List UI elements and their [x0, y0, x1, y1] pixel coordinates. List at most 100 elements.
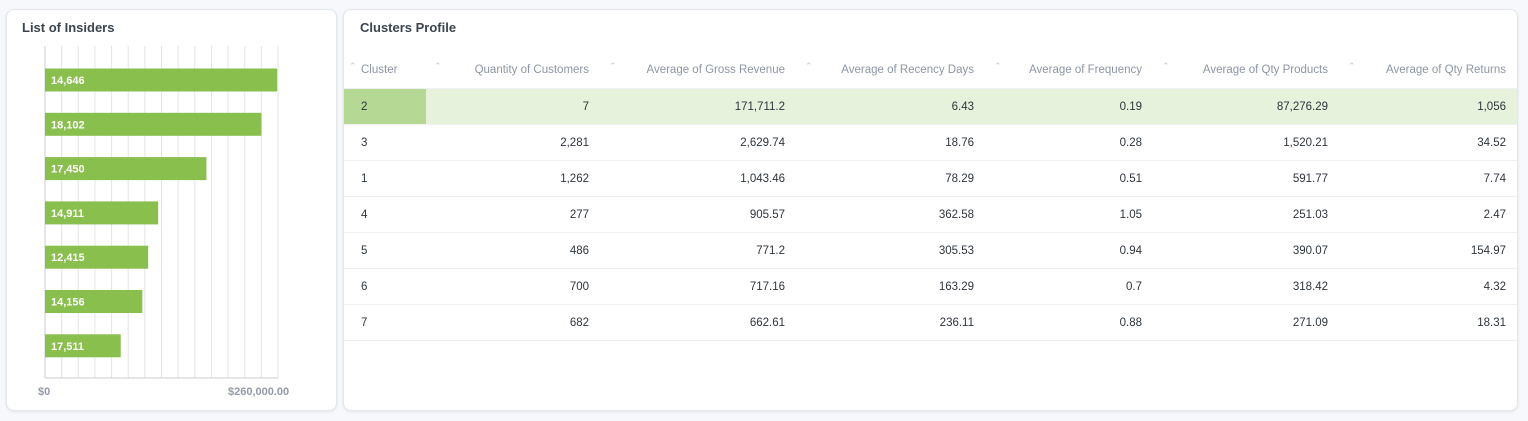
table-cell[interactable]: 0.88 [986, 304, 1154, 341]
table-row[interactable]: 1 1,262 1,043.46 78.29 0.51 591.77 7.74 [344, 160, 1517, 197]
table-cell[interactable]: 7 [344, 304, 426, 341]
table-cell[interactable]: 1.05 [986, 196, 1154, 233]
column-header-label: Cluster [361, 64, 398, 76]
table-cell[interactable]: 2.47 [1340, 196, 1517, 233]
sort-icon[interactable]: ⌃ [609, 61, 617, 71]
column-header[interactable]: ⌃ Average of Qty Returns [1340, 52, 1517, 89]
table-header-row: ⌃ Cluster ⌃ Quantity of Customers ⌃ Average o… [344, 52, 1517, 89]
column-header-label: Quantity of Customers [474, 64, 589, 76]
sort-icon[interactable]: ⌃ [1348, 61, 1356, 71]
table-cell[interactable]: 1 [344, 160, 426, 197]
table-cell[interactable]: 318.42 [1154, 268, 1340, 305]
table-cell[interactable]: 0.51 [986, 160, 1154, 197]
sort-icon[interactable]: ⌃ [349, 61, 357, 71]
table-cell[interactable]: 1,056 [1340, 88, 1517, 125]
insiders-bar-chart: 14,646 18,102 17,450 14,911 12,415 14,156 17,5… [38, 46, 289, 398]
column-header[interactable]: ⌃ Average of Frequency [986, 52, 1154, 89]
table-cell[interactable]: 271.09 [1154, 304, 1340, 341]
bar[interactable] [45, 290, 143, 313]
column-header-label: Average of Frequency [1029, 64, 1142, 76]
bar-label: 12,415 [51, 252, 85, 264]
table-row[interactable]: 6 700 717.16 163.29 0.7 318.42 4.32 [344, 268, 1517, 305]
table-cell[interactable]: 34.52 [1340, 124, 1517, 161]
column-header-label: Average of Qty Returns [1386, 64, 1506, 76]
table-cell[interactable]: 2,281 [426, 124, 601, 161]
table-cell[interactable]: 700 [426, 268, 601, 305]
table-cell[interactable]: 662.61 [601, 304, 797, 341]
insiders-title: List of Insiders [22, 20, 115, 35]
bar[interactable] [45, 68, 278, 92]
table-cell[interactable]: 6 [344, 268, 426, 305]
table-cell[interactable]: 486 [426, 232, 601, 269]
clusters-card: Clusters Profile ⌃ Cluster ⌃ Quantity of Cu… [343, 9, 1518, 411]
table-cell[interactable]: 771.2 [601, 232, 797, 269]
table-cell[interactable]: 0.19 [986, 88, 1154, 125]
table-cell[interactable]: 4 [344, 196, 426, 233]
table-cell[interactable]: 87,276.29 [1154, 88, 1340, 125]
bar-label: 14,911 [51, 208, 84, 220]
table-cell[interactable]: 78.29 [797, 160, 986, 197]
column-header-label: Average of Qty Products [1202, 64, 1328, 76]
table-cell[interactable]: 2 [344, 88, 426, 125]
table-cell[interactable]: 0.7 [986, 268, 1154, 305]
table-cell[interactable]: 717.16 [601, 268, 797, 305]
table-cell[interactable]: 905.57 [601, 196, 797, 233]
x-tick-label: $0 [38, 386, 50, 398]
table-row[interactable]: 7 682 662.61 236.11 0.88 271.09 18.31 [344, 304, 1517, 341]
table-cell[interactable]: 682 [426, 304, 601, 341]
column-header[interactable]: ⌃ Average of Qty Products [1154, 52, 1340, 89]
table-row[interactable]: 4 277 905.57 362.58 1.05 251.03 2.47 [344, 196, 1517, 233]
insiders-card: List of Insiders 14,646 18,102 17,450 14,91… [6, 9, 337, 411]
table-cell[interactable]: 18.76 [797, 124, 986, 161]
column-header[interactable]: ⌃ Average of Recency Days [797, 52, 986, 89]
table-row[interactable]: 3 2,281 2,629.74 18.76 0.28 1,520.21 34.52 [344, 124, 1517, 161]
table-cell[interactable]: 1,520.21 [1154, 124, 1340, 161]
column-header-label: Average of Recency Days [841, 64, 974, 76]
table-cell[interactable]: 305.53 [797, 232, 986, 269]
table-row[interactable]: 2 7 171,711.2 6.43 0.19 87,276.29 1,056 [344, 88, 1517, 125]
column-header[interactable]: ⌃ Cluster [344, 52, 426, 89]
table-cell[interactable]: 171,711.2 [601, 88, 797, 125]
bar[interactable] [45, 245, 149, 269]
sort-icon[interactable]: ⌃ [434, 61, 442, 71]
x-tick-label: $260,000.00 [228, 386, 289, 398]
bar[interactable] [45, 112, 262, 136]
bar[interactable] [45, 157, 207, 181]
table-cell[interactable]: 362.58 [797, 196, 986, 233]
table-cell[interactable]: 4.32 [1340, 268, 1517, 305]
sort-icon[interactable]: ⌃ [994, 61, 1002, 71]
table-row[interactable]: 5 486 771.2 305.53 0.94 390.07 154.97 [344, 232, 1517, 269]
table-cell[interactable]: 1,043.46 [601, 160, 797, 197]
bar-label: 17,511 [51, 341, 84, 353]
table-cell[interactable]: 3 [344, 124, 426, 161]
bar-label: 14,646 [51, 75, 85, 87]
table-cell[interactable]: 277 [426, 196, 601, 233]
table-cell[interactable]: 154.97 [1340, 232, 1517, 269]
table-cell[interactable]: 390.07 [1154, 232, 1340, 269]
bar-label: 17,450 [51, 164, 85, 176]
table-cell[interactable]: 2,629.74 [601, 124, 797, 161]
bar[interactable] [45, 334, 121, 358]
table-cell[interactable]: 236.11 [797, 304, 986, 341]
table-cell[interactable]: 18.31 [1340, 304, 1517, 341]
table-cell[interactable]: 163.29 [797, 268, 986, 305]
table-cell[interactable]: 5 [344, 232, 426, 269]
table-cell[interactable]: 1,262 [426, 160, 601, 197]
column-header-label: Average of Gross Revenue [646, 64, 785, 76]
table-cell[interactable]: 0.94 [986, 232, 1154, 269]
bar-label: 14,156 [51, 297, 85, 309]
bar[interactable] [45, 201, 159, 225]
table-cell[interactable]: 7.74 [1340, 160, 1517, 197]
sort-icon[interactable]: ⌃ [1162, 61, 1170, 71]
table-cell[interactable]: 7 [426, 88, 601, 125]
table-cell[interactable]: 251.03 [1154, 196, 1340, 233]
bar-label: 18,102 [51, 119, 85, 131]
clusters-title: Clusters Profile [360, 20, 457, 35]
clusters-table: ⌃ Cluster ⌃ Quantity of Customers ⌃ Average o… [344, 52, 1517, 341]
column-header[interactable]: ⌃ Quantity of Customers [426, 52, 601, 89]
column-header[interactable]: ⌃ Average of Gross Revenue [601, 52, 797, 89]
sort-icon[interactable]: ⌃ [805, 61, 813, 71]
table-cell[interactable]: 6.43 [797, 88, 986, 125]
table-cell[interactable]: 591.77 [1154, 160, 1340, 197]
table-cell[interactable]: 0.28 [986, 124, 1154, 161]
